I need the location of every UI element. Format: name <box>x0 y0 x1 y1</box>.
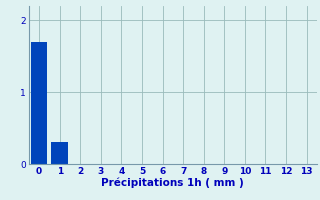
Bar <box>52 142 68 164</box>
Bar <box>31 42 47 164</box>
X-axis label: Précipitations 1h ( mm ): Précipitations 1h ( mm ) <box>101 177 244 188</box>
